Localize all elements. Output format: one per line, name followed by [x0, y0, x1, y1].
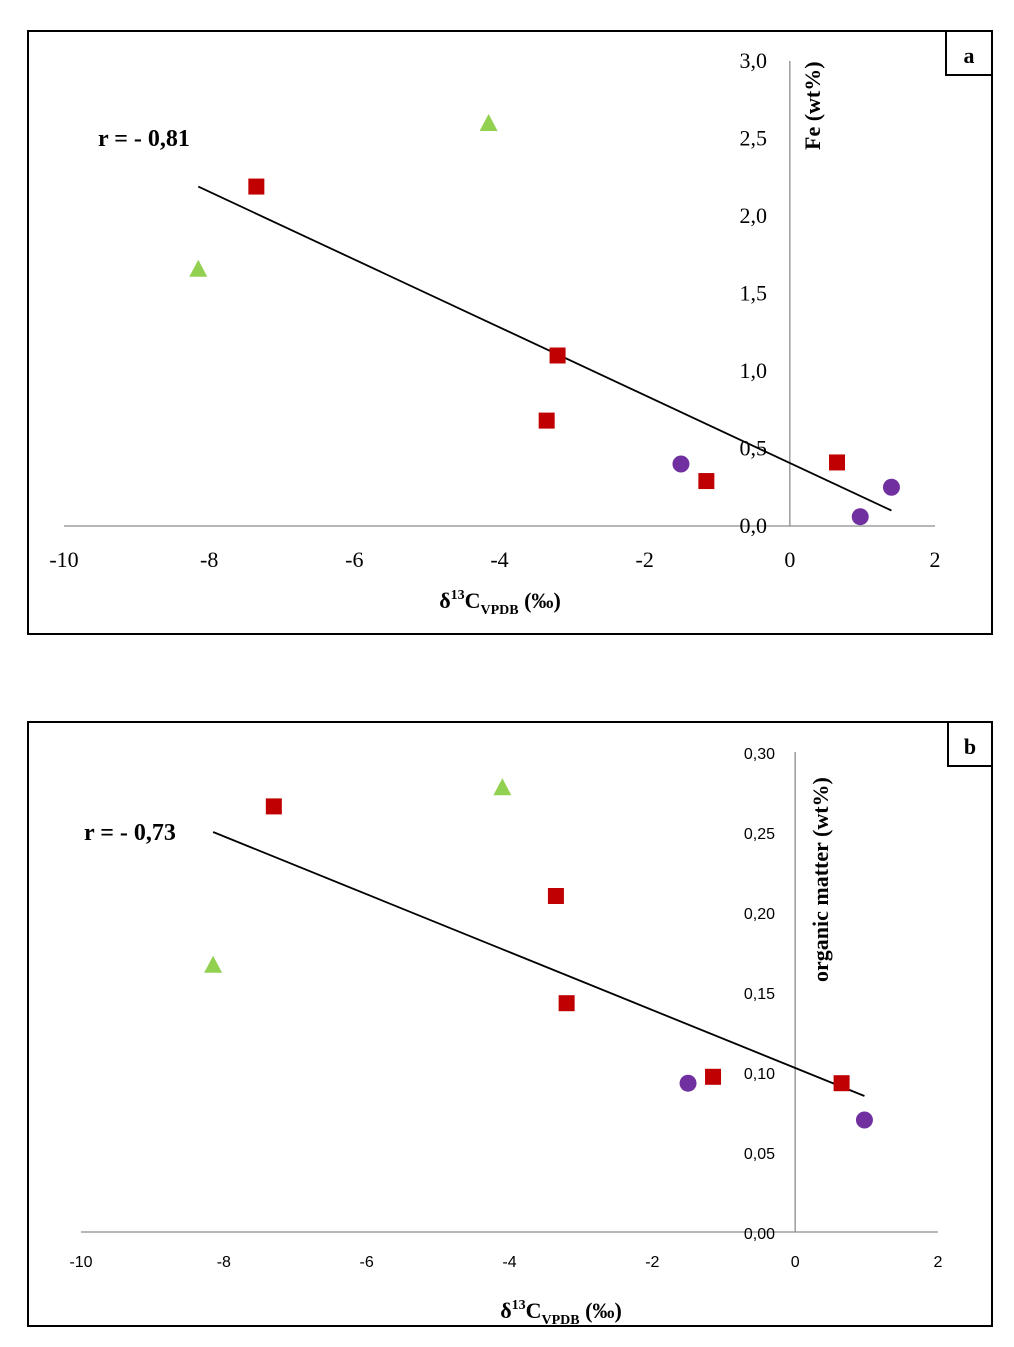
x-tick-label: -8	[200, 547, 218, 572]
panel-b-correlation-label: r = - 0,73	[84, 820, 176, 846]
x-tick-label: -4	[502, 1254, 516, 1271]
trend-line	[212, 831, 865, 1097]
panel-a-y-axis-label: Fe (wt%)	[800, 61, 825, 150]
data-point-circle	[855, 1111, 873, 1129]
trend-line	[197, 185, 892, 512]
x-tick-label: 2	[934, 1254, 943, 1271]
x-tick-label: -10	[49, 547, 78, 572]
panel-a-letter-box	[945, 30, 993, 76]
data-point-square	[705, 1068, 722, 1085]
chart-panel-a: a r = - 0,81 Fe (wt%) δ13CVPDB (‰) -10 -8…	[27, 30, 993, 635]
data-point-square	[698, 473, 715, 490]
data-point-circle	[672, 455, 690, 473]
x-tick-label: -2	[636, 547, 654, 572]
y-tick-label: 0,20	[744, 906, 775, 923]
x-tick-label: -2	[645, 1254, 659, 1271]
y-tick-label: 1,5	[740, 281, 768, 306]
panel-b-frame	[27, 721, 993, 1327]
y-tick-label: 2,5	[740, 126, 768, 151]
data-point-square	[833, 1075, 850, 1092]
panel-a-letter: a	[964, 43, 975, 68]
data-point-square	[558, 995, 575, 1012]
data-point-square	[538, 412, 555, 429]
x-tick-label: 0	[791, 1254, 800, 1271]
y-tick-label: 0,05	[744, 1146, 775, 1163]
x-tick-label: -4	[490, 547, 508, 572]
data-point-circle	[882, 478, 900, 496]
data-point-circle	[679, 1074, 697, 1092]
data-point-square	[829, 454, 846, 471]
data-point-square	[248, 178, 265, 195]
panel-b-y-axis-label: organic matter (wt%)	[808, 777, 833, 982]
y-tick-label: 0,15	[744, 986, 775, 1003]
data-point-square	[265, 798, 282, 815]
data-point-triangle	[189, 259, 208, 277]
y-tick-label: 0,25	[744, 826, 775, 843]
panel-b-letter-box	[947, 721, 993, 767]
x-tick-label: -8	[217, 1254, 231, 1271]
data-point-triangle	[493, 778, 512, 796]
chart-panel-b: b r = - 0,73 organic matter (wt%) δ13CVP…	[27, 721, 993, 1328]
y-tick-label: 0,10	[744, 1066, 775, 1083]
x-tick-label: 0	[784, 547, 795, 572]
y-tick-label: 3,0	[740, 48, 768, 73]
data-point-triangle	[479, 114, 498, 131]
data-point-square	[549, 347, 566, 364]
data-point-circle	[851, 508, 869, 526]
data-point-triangle	[204, 955, 223, 973]
panel-b-letter: b	[964, 734, 976, 759]
y-tick-label: 0,30	[744, 746, 775, 763]
y-tick-label: 0,0	[740, 513, 768, 538]
x-tick-label: -10	[69, 1254, 92, 1271]
y-tick-label: 0,00	[744, 1226, 775, 1243]
y-tick-label: 1,0	[740, 358, 768, 383]
x-tick-label: -6	[360, 1254, 374, 1271]
x-tick-label: 2	[930, 547, 941, 572]
panel-a-correlation-label: r = - 0,81	[98, 126, 190, 152]
x-tick-label: -6	[345, 547, 363, 572]
y-tick-label: 2,0	[740, 203, 768, 228]
data-point-square	[547, 888, 564, 904]
y-tick-label: 0,5	[740, 436, 768, 461]
